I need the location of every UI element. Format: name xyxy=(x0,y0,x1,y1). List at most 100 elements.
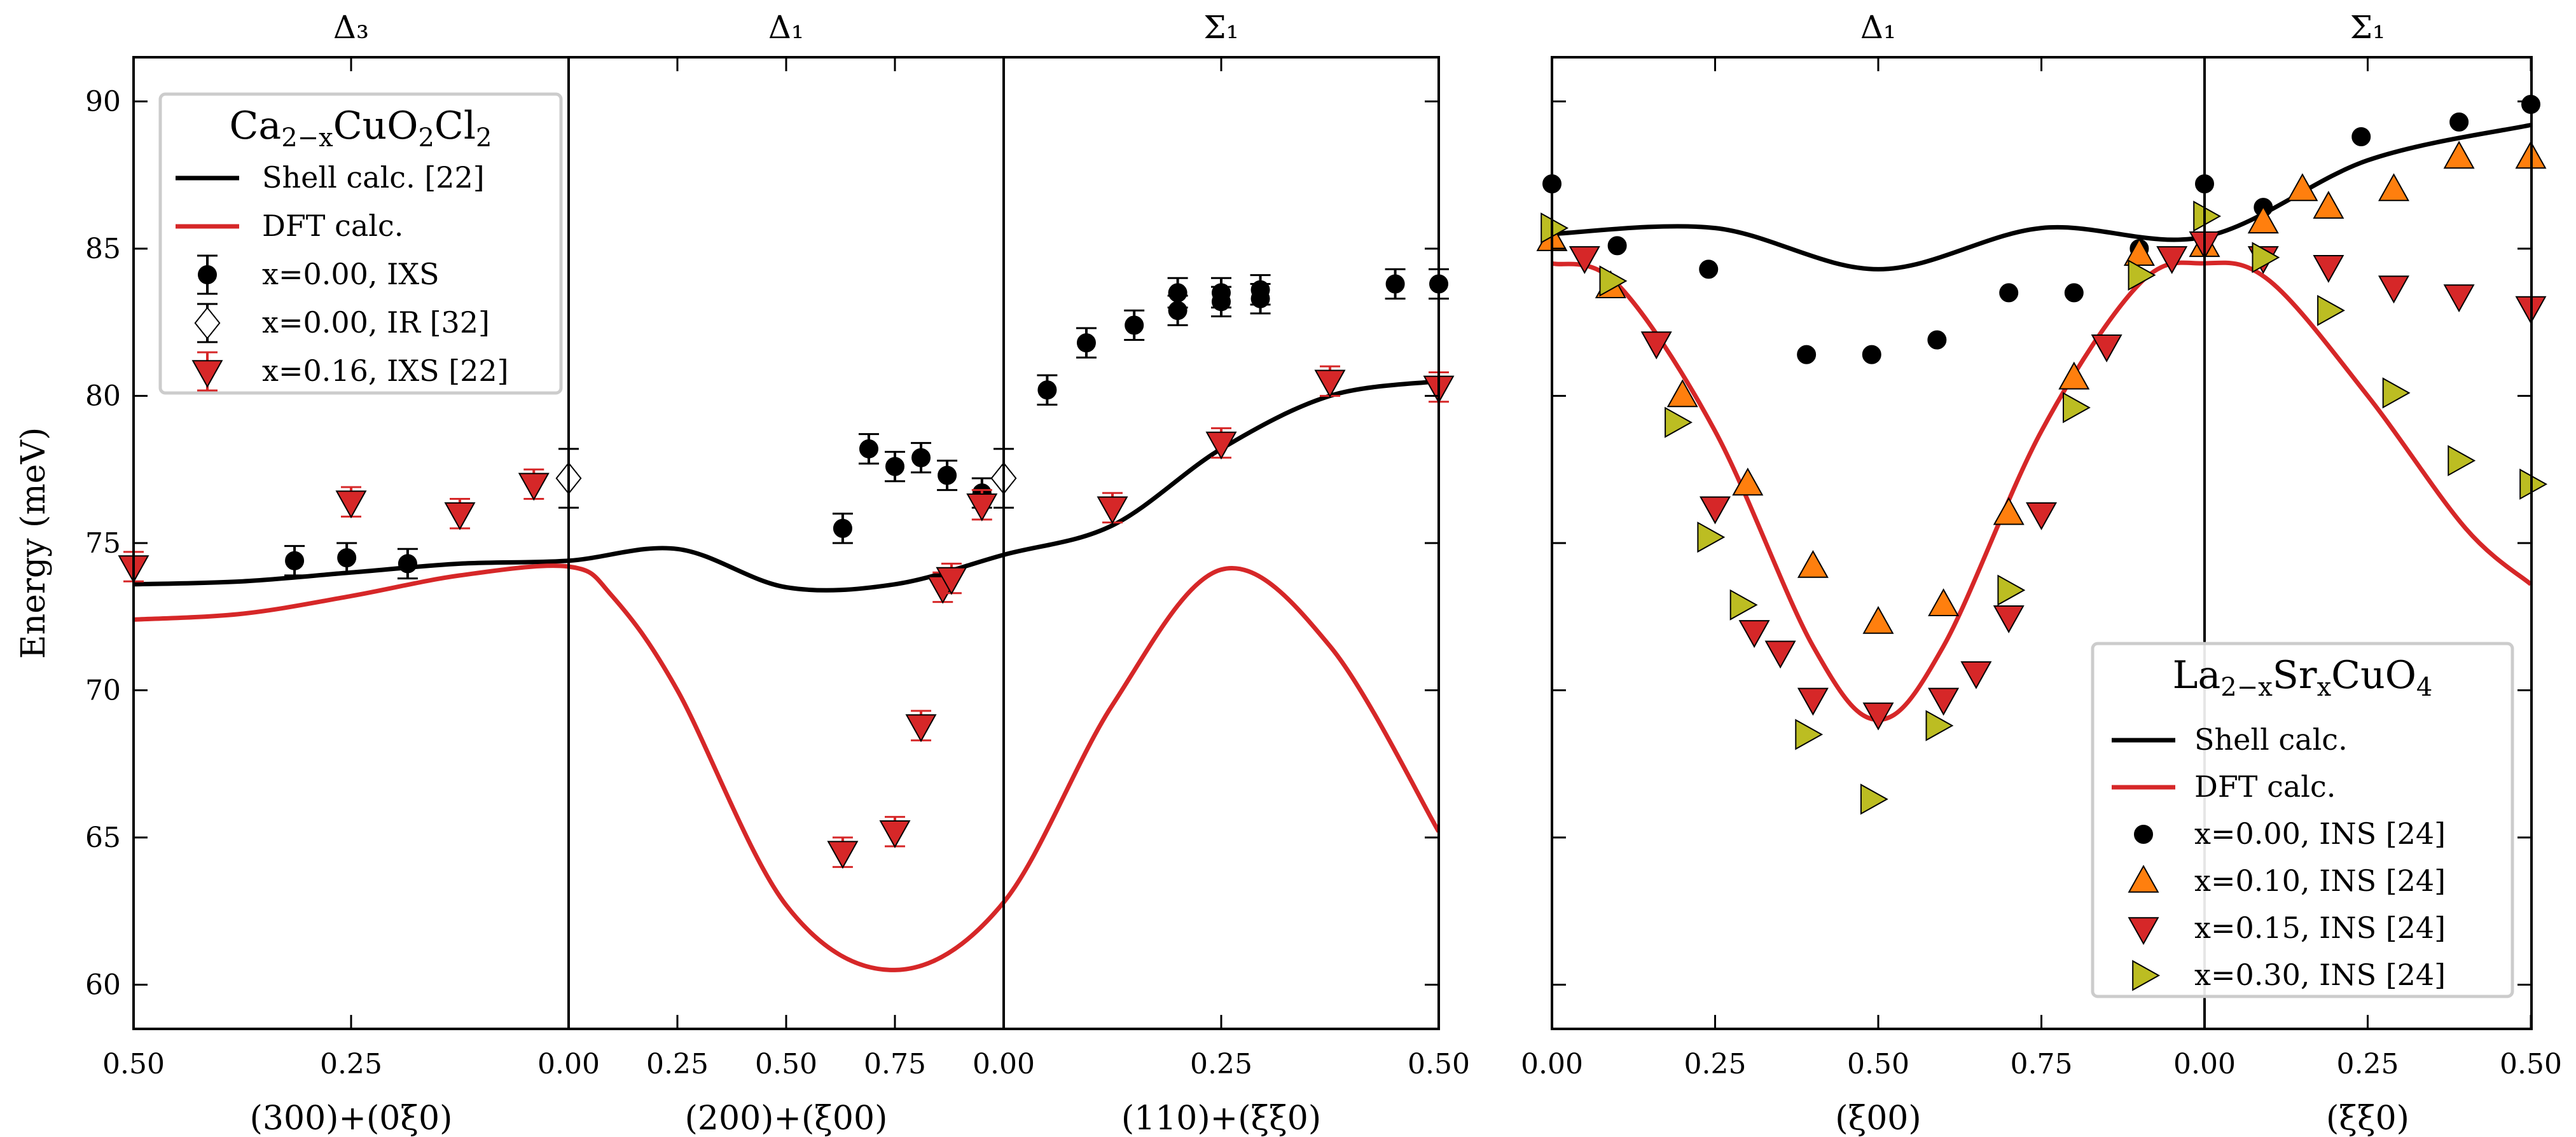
y-axis-label: Energy (meV) xyxy=(15,427,53,659)
y-tick-label: 65 xyxy=(85,822,121,854)
data-point xyxy=(1037,380,1057,400)
data-point xyxy=(1665,406,1693,438)
data-point xyxy=(2128,259,2156,291)
data-point xyxy=(1385,274,1405,294)
curve-dft-calc- xyxy=(134,563,1439,972)
data-point xyxy=(1699,496,1731,525)
data-point xyxy=(1797,549,1829,578)
data-point xyxy=(1927,330,1947,350)
legend-entry: x=0.10, INS [24] xyxy=(2194,864,2446,898)
data-point xyxy=(1997,574,2026,606)
legend-entry: x=0.15, INS [24] xyxy=(2194,911,2446,945)
data-point xyxy=(2058,361,2090,390)
data-point xyxy=(2123,238,2155,266)
data-point xyxy=(1738,620,1770,648)
legend-marker-swatch xyxy=(2134,825,2153,844)
data-point xyxy=(833,518,852,538)
data-point xyxy=(1541,212,1569,244)
data-point xyxy=(1568,246,1600,274)
axes: 60 65 70 75 80 85 90 0.50 0.25 Δ₃ (300)+(0ξ0) 0.00 0… xyxy=(15,9,2562,1137)
segment-symbol: Σ₁ xyxy=(1203,9,1238,46)
segment-xlabel: (200)+(ξ00) xyxy=(685,1099,888,1137)
data-point xyxy=(1076,333,1096,353)
data-point xyxy=(1928,687,1960,716)
data-point xyxy=(827,841,859,869)
data-point xyxy=(2443,284,2475,313)
legend-marker-swatch xyxy=(194,307,221,340)
x-tick-label: 0.25 xyxy=(320,1048,382,1080)
x-tick-label: 0.00 xyxy=(973,1048,1035,1080)
x-tick-label: 0.25 xyxy=(646,1048,709,1080)
data-point xyxy=(2382,377,2411,409)
x-tick-label: 0.50 xyxy=(1847,1048,1909,1080)
x-tick-label: 0.25 xyxy=(2337,1048,2399,1080)
data-point xyxy=(2025,502,2058,530)
data-point xyxy=(2519,468,2548,500)
data-point xyxy=(885,457,904,476)
data-point xyxy=(1797,687,1829,716)
data-point xyxy=(2449,112,2469,132)
data-point xyxy=(2063,392,2091,424)
legends: Ca2−xCuO2Cl2 Shell calc. [22] DFT calc. x=0… xyxy=(158,92,2514,998)
data-point xyxy=(1640,331,1672,360)
legend-marker-swatch xyxy=(2128,917,2159,946)
data-point xyxy=(1993,497,2025,525)
data-point xyxy=(444,502,476,530)
data-point xyxy=(2378,275,2410,304)
data-point xyxy=(1993,605,2025,633)
segment-symbol: Δ₁ xyxy=(1860,9,1896,46)
data-point xyxy=(1250,280,1270,300)
legend-entry: x=0.16, IXS [22] xyxy=(262,354,509,388)
data-point xyxy=(938,465,957,485)
data-point xyxy=(1999,283,2019,303)
data-point xyxy=(1607,236,1627,256)
data-point xyxy=(1314,369,1346,398)
legend-entry: x=0.00, IXS xyxy=(262,257,440,291)
x-tick-label: 0.75 xyxy=(2011,1048,2073,1080)
data-point xyxy=(1097,496,1128,525)
data-point xyxy=(966,493,998,521)
data-point xyxy=(335,490,367,519)
x-tick-label: 0.25 xyxy=(1684,1048,1747,1080)
segment-xlabel: (110)+(ξξ0) xyxy=(1121,1099,1321,1137)
data-point xyxy=(1699,259,1719,279)
data-point xyxy=(2252,242,2280,273)
legend-entry: x=0.00, INS [24] xyxy=(2194,817,2446,851)
curve-shell-calc-22- xyxy=(134,378,1439,593)
x-tick-label: 0.00 xyxy=(1521,1048,1583,1080)
segment-symbol: Δ₁ xyxy=(768,9,804,46)
data-point xyxy=(1795,719,1824,750)
segment-xlabel: (ξξ0) xyxy=(2326,1099,2409,1137)
legend-box xyxy=(2091,642,2514,998)
legend-entry: Shell calc. [22] xyxy=(262,160,485,195)
curve-shell-calc- xyxy=(1552,123,2531,272)
legend-marker-swatch xyxy=(198,265,217,284)
data-point xyxy=(1862,345,1881,364)
data-point xyxy=(2247,205,2279,234)
data-point xyxy=(518,472,550,501)
data-point xyxy=(2313,191,2344,219)
x-tick-label: 0.75 xyxy=(864,1048,926,1080)
data-point xyxy=(879,820,911,848)
data-point xyxy=(859,439,878,458)
data-point xyxy=(285,551,305,570)
legend-marker-swatch xyxy=(2132,960,2161,991)
data-point xyxy=(1960,661,1992,689)
data-point xyxy=(1862,605,1894,634)
curve-dft-calc- xyxy=(1552,260,2531,722)
data-point xyxy=(2287,173,2318,202)
segment-xlabel: (300)+(0ξ0) xyxy=(250,1099,453,1137)
data-point xyxy=(1928,588,1960,616)
data-point xyxy=(1797,345,1817,364)
data-point xyxy=(1732,467,1764,496)
data-point xyxy=(1860,783,1888,815)
data-point xyxy=(2064,283,2084,303)
data-point xyxy=(398,554,417,574)
legend-title: La2−xSrxCuO4 xyxy=(2173,653,2433,702)
data-point xyxy=(1168,283,1188,303)
data-point xyxy=(911,448,931,467)
data-point xyxy=(2448,444,2476,476)
x-tick-label: 0.00 xyxy=(2173,1048,2236,1080)
data-point xyxy=(1925,710,1954,741)
x-tick-label: 0.25 xyxy=(1190,1048,1252,1080)
